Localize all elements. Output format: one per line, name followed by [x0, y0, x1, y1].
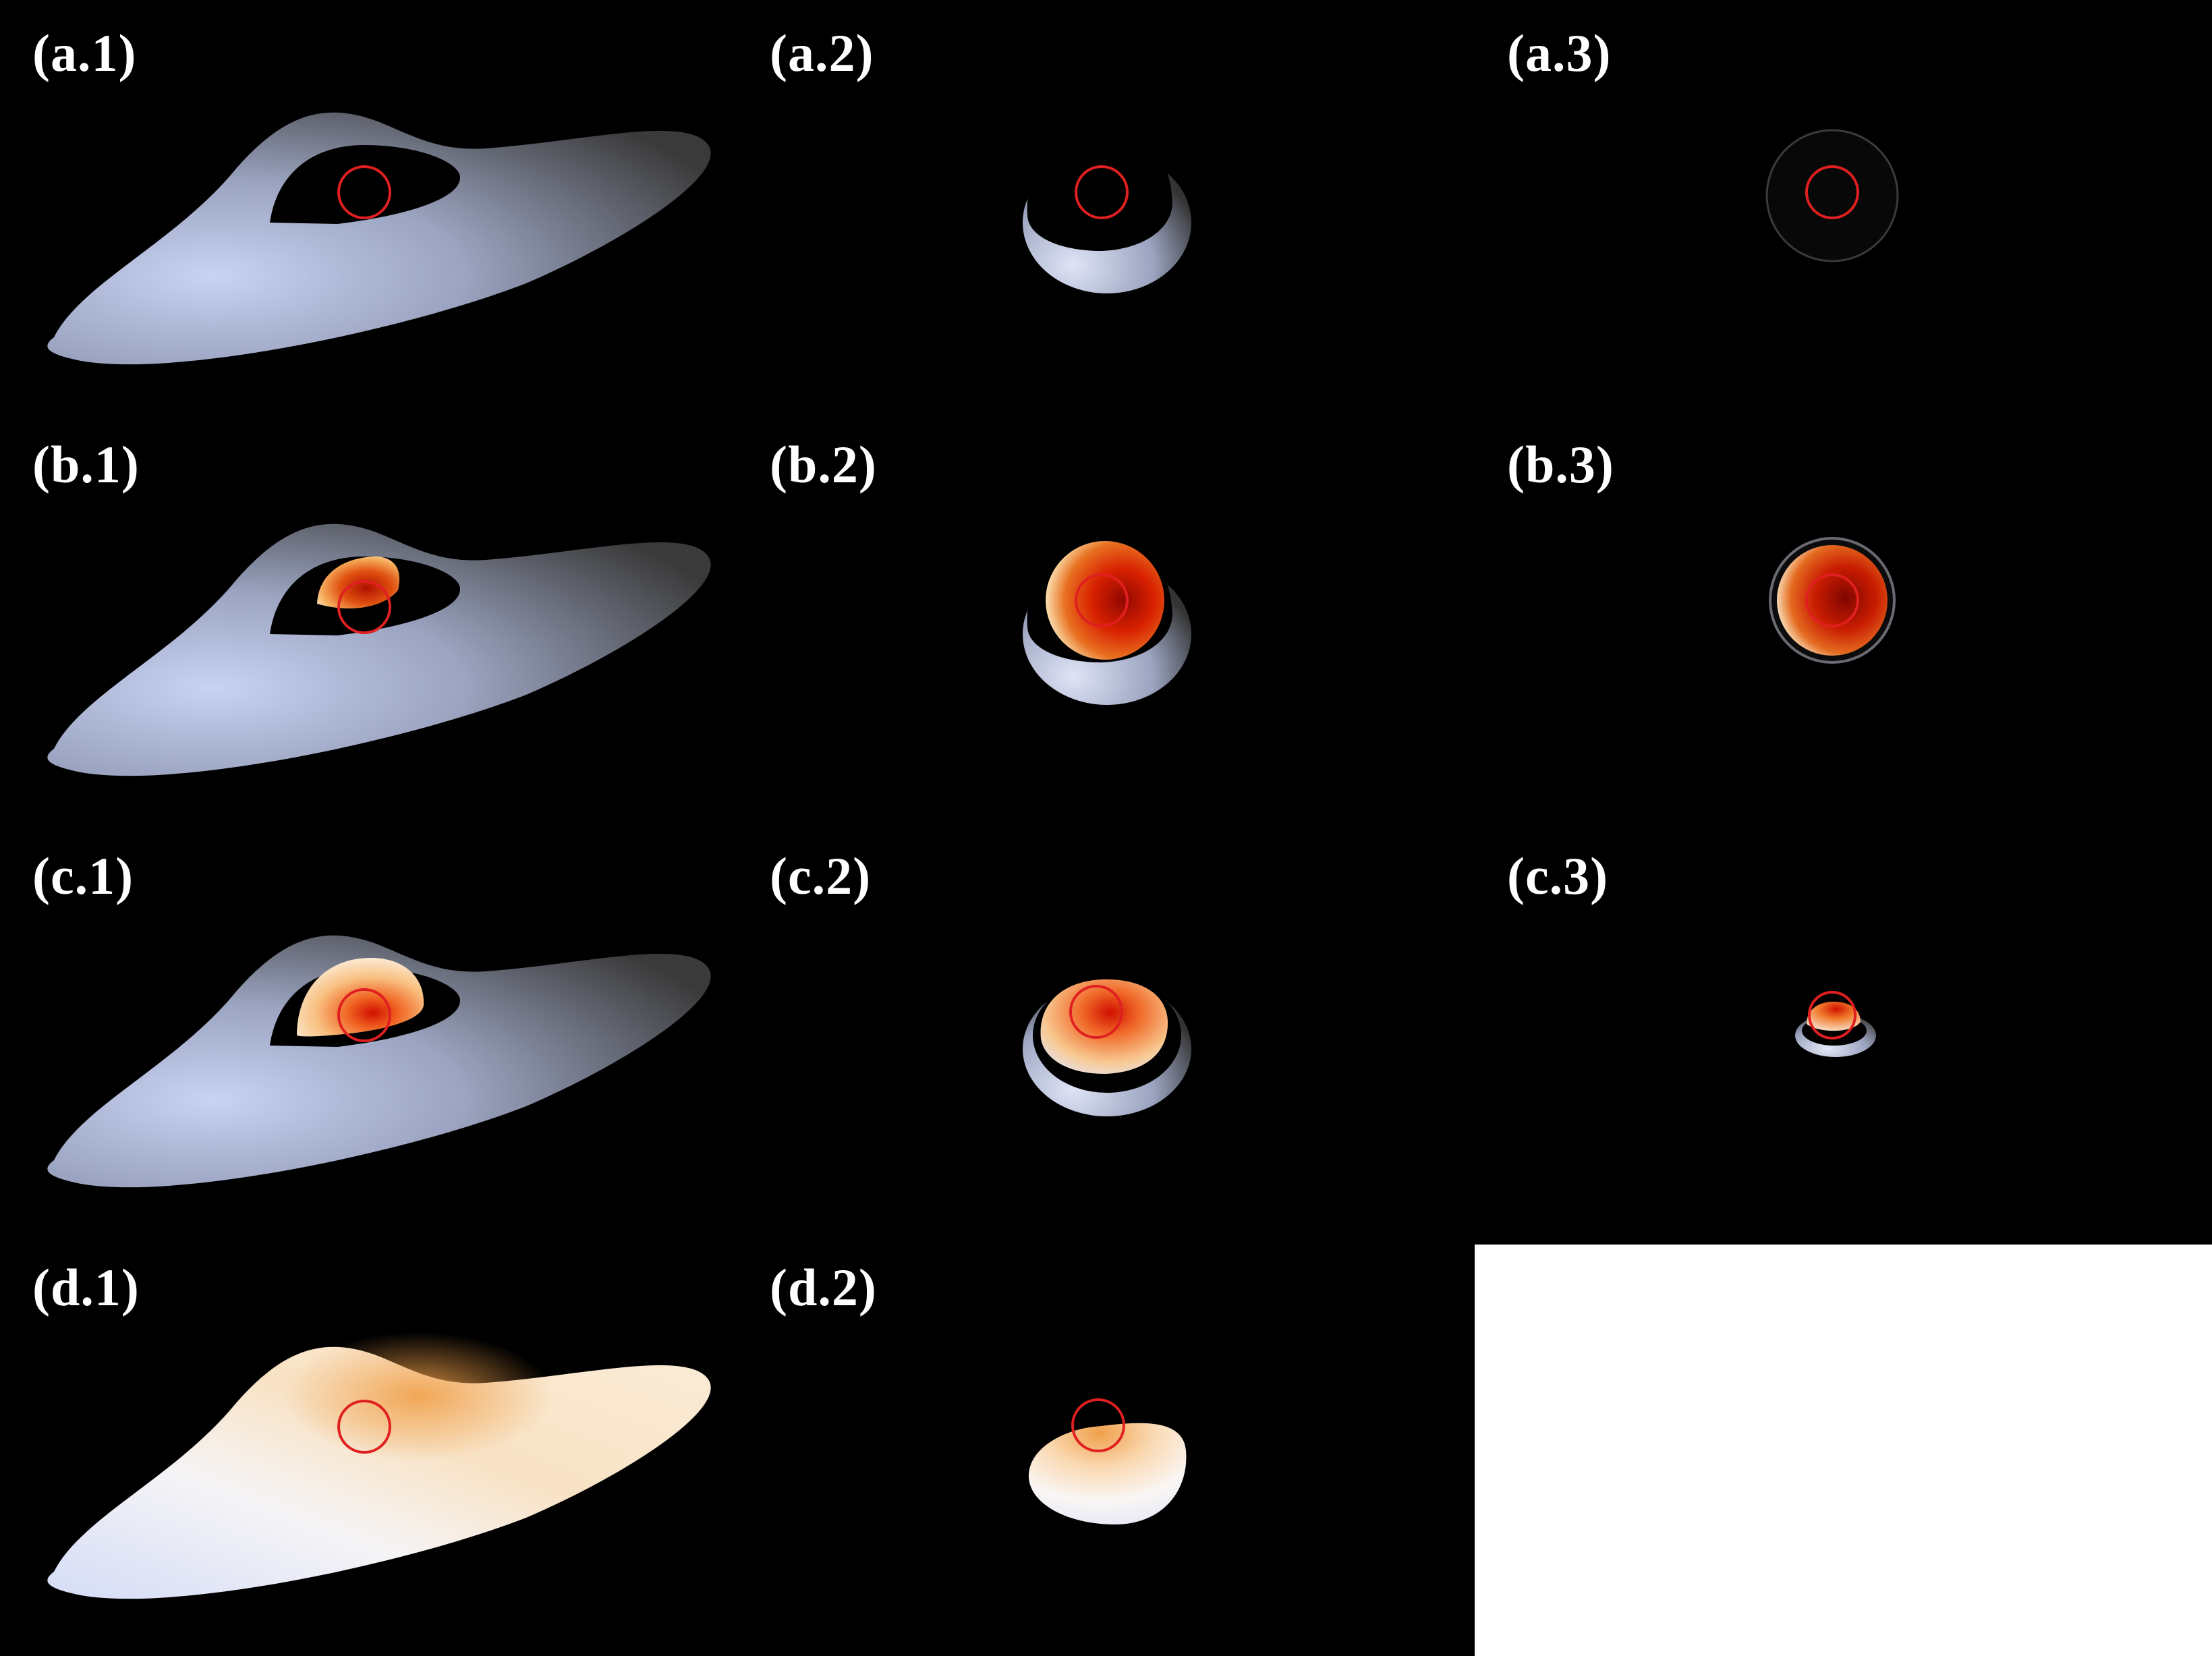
surface-shape — [47, 935, 711, 1188]
panel-label: (a.3) — [1507, 24, 1612, 82]
marker-circle — [1075, 573, 1129, 627]
surface-shape — [1028, 1423, 1187, 1524]
panel-b1: (b.1) — [0, 411, 737, 823]
panel-a2: (a.2) — [737, 0, 1475, 411]
panel-c2: (c.2) — [737, 823, 1475, 1234]
marker-circle — [337, 580, 391, 634]
surface-shape — [47, 523, 711, 776]
marker-circle — [1071, 1398, 1125, 1452]
panel-b3: (b.3) — [1475, 411, 2212, 823]
surface-hole — [1027, 127, 1172, 251]
panel-c1: (c.1) — [0, 823, 737, 1234]
marker-circle — [1805, 573, 1859, 627]
hot-region — [283, 1332, 553, 1460]
surface-shape — [47, 112, 711, 365]
empty-area — [1475, 1245, 2212, 1656]
panel-label: (d.2) — [770, 1258, 877, 1317]
marker-circle — [1069, 985, 1123, 1039]
hot-region — [1807, 1002, 1861, 1031]
panel-label: (a.2) — [770, 24, 874, 82]
panel-label: (b.3) — [1507, 435, 1614, 494]
panel-c3: (c.3) — [1475, 823, 2212, 1234]
marker-circle — [1805, 165, 1859, 219]
marker-circle — [337, 1400, 391, 1454]
panel-d2: (d.2) — [737, 1234, 1475, 1656]
hot-region — [297, 958, 424, 1037]
panel-label: (d.1) — [32, 1258, 140, 1317]
panel-a3: (a.3) — [1475, 0, 2212, 411]
marker-circle — [337, 988, 391, 1042]
surface-hole — [270, 145, 461, 224]
panel-d1: (d.1) — [0, 1234, 737, 1656]
panel-b2: (b.2) — [737, 411, 1475, 823]
panel-label: (c.1) — [32, 847, 134, 905]
panel-label: (c.2) — [770, 847, 872, 905]
panel-label: (b.2) — [770, 435, 877, 494]
hot-region — [1046, 541, 1164, 660]
marker-circle — [1075, 165, 1129, 219]
hot-region — [1040, 979, 1168, 1074]
marker-circle — [1808, 991, 1856, 1039]
surface-shape — [1765, 129, 1899, 262]
panel-label: (c.3) — [1507, 847, 1609, 905]
panel-c3-bottom-edge — [1475, 1234, 2212, 1245]
panel-a1: (a.1) — [0, 0, 737, 411]
marker-circle — [337, 165, 391, 219]
panel-label: (a.1) — [32, 24, 137, 82]
hot-region — [1777, 545, 1888, 656]
panel-label: (b.1) — [32, 435, 140, 494]
